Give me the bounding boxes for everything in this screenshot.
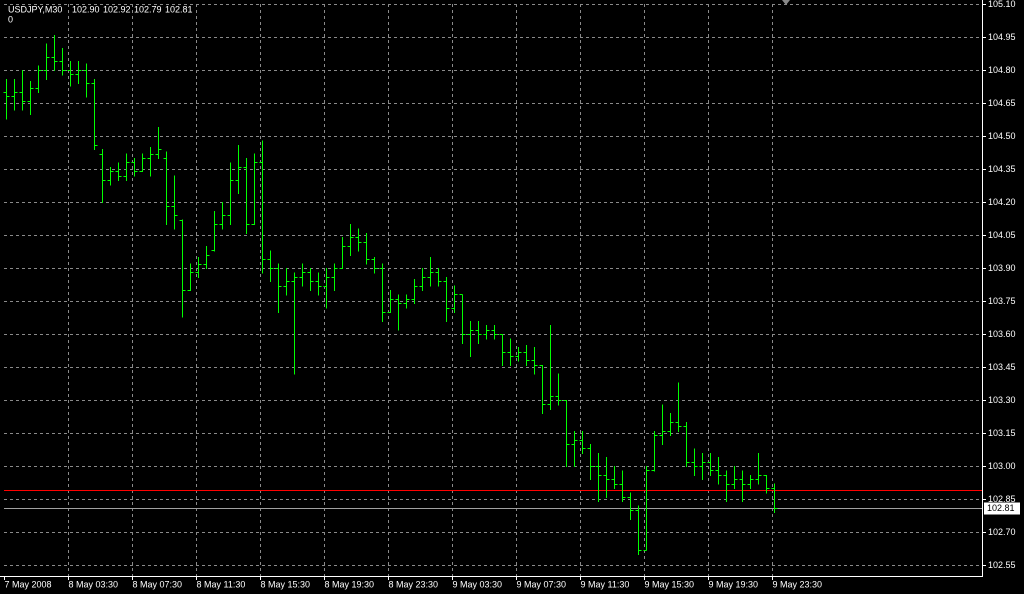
symbol: USDJPY,M30 — [8, 4, 62, 14]
y-tick-label: 103.15 — [988, 428, 1016, 438]
y-tick-label: 103.30 — [988, 395, 1016, 405]
y-tick-label: 104.20 — [988, 197, 1016, 207]
y-tick-label: 104.65 — [988, 98, 1016, 108]
subtitle: 0 — [8, 14, 13, 24]
y-tick-label: 104.35 — [988, 164, 1016, 174]
header-close: 102.81 — [165, 4, 193, 14]
x-tick-label: 9 May 19:30 — [709, 579, 759, 589]
header-open: 102.90 — [72, 4, 100, 14]
y-tick-label: 105.10 — [988, 0, 1016, 9]
x-tick-label: 9 May 15:30 — [645, 579, 695, 589]
y-tick-label: 104.05 — [988, 230, 1016, 240]
x-tick-label: 9 May 23:30 — [773, 579, 823, 589]
x-tick-label: 8 May 11:30 — [197, 579, 246, 589]
x-tick-label: 7 May 2008 — [5, 579, 52, 589]
bid-label-box — [984, 502, 1020, 515]
x-tick-label: 8 May 15:30 — [261, 579, 311, 589]
x-tick-label: 9 May 07:30 — [517, 579, 567, 589]
y-tick-label: 104.95 — [988, 32, 1016, 42]
y-tick-label: 103.60 — [988, 329, 1016, 339]
header-high: 102.92 — [103, 4, 131, 14]
y-tick-label: 102.85 — [988, 494, 1016, 504]
x-tick-label: 8 May 07:30 — [133, 579, 183, 589]
y-tick-label: 102.70 — [988, 527, 1016, 537]
bar-layer — [3, 34, 778, 555]
y-tick-label: 103.00 — [988, 461, 1016, 471]
x-tick-label: 9 May 11:30 — [581, 579, 630, 589]
y-tick-label: 104.50 — [988, 131, 1016, 141]
y-tick-label: 103.75 — [988, 296, 1016, 306]
x-tick-label: 9 May 03:30 — [453, 579, 503, 589]
y-tick-label: 102.55 — [988, 560, 1016, 570]
y-tick-label: 104.80 — [988, 65, 1016, 75]
x-tick-label: 8 May 23:30 — [389, 579, 439, 589]
bid-label: 102.81 — [987, 503, 1015, 513]
scroll-marker — [782, 0, 790, 5]
y-tick-label: 103.45 — [988, 362, 1016, 372]
header-low: 102.79 — [134, 4, 162, 14]
y-tick-label: 103.90 — [988, 263, 1016, 273]
x-tick-label: 8 May 19:30 — [325, 579, 375, 589]
x-tick-label: 8 May 03:30 — [69, 579, 119, 589]
grid-layer — [4, 4, 982, 576]
